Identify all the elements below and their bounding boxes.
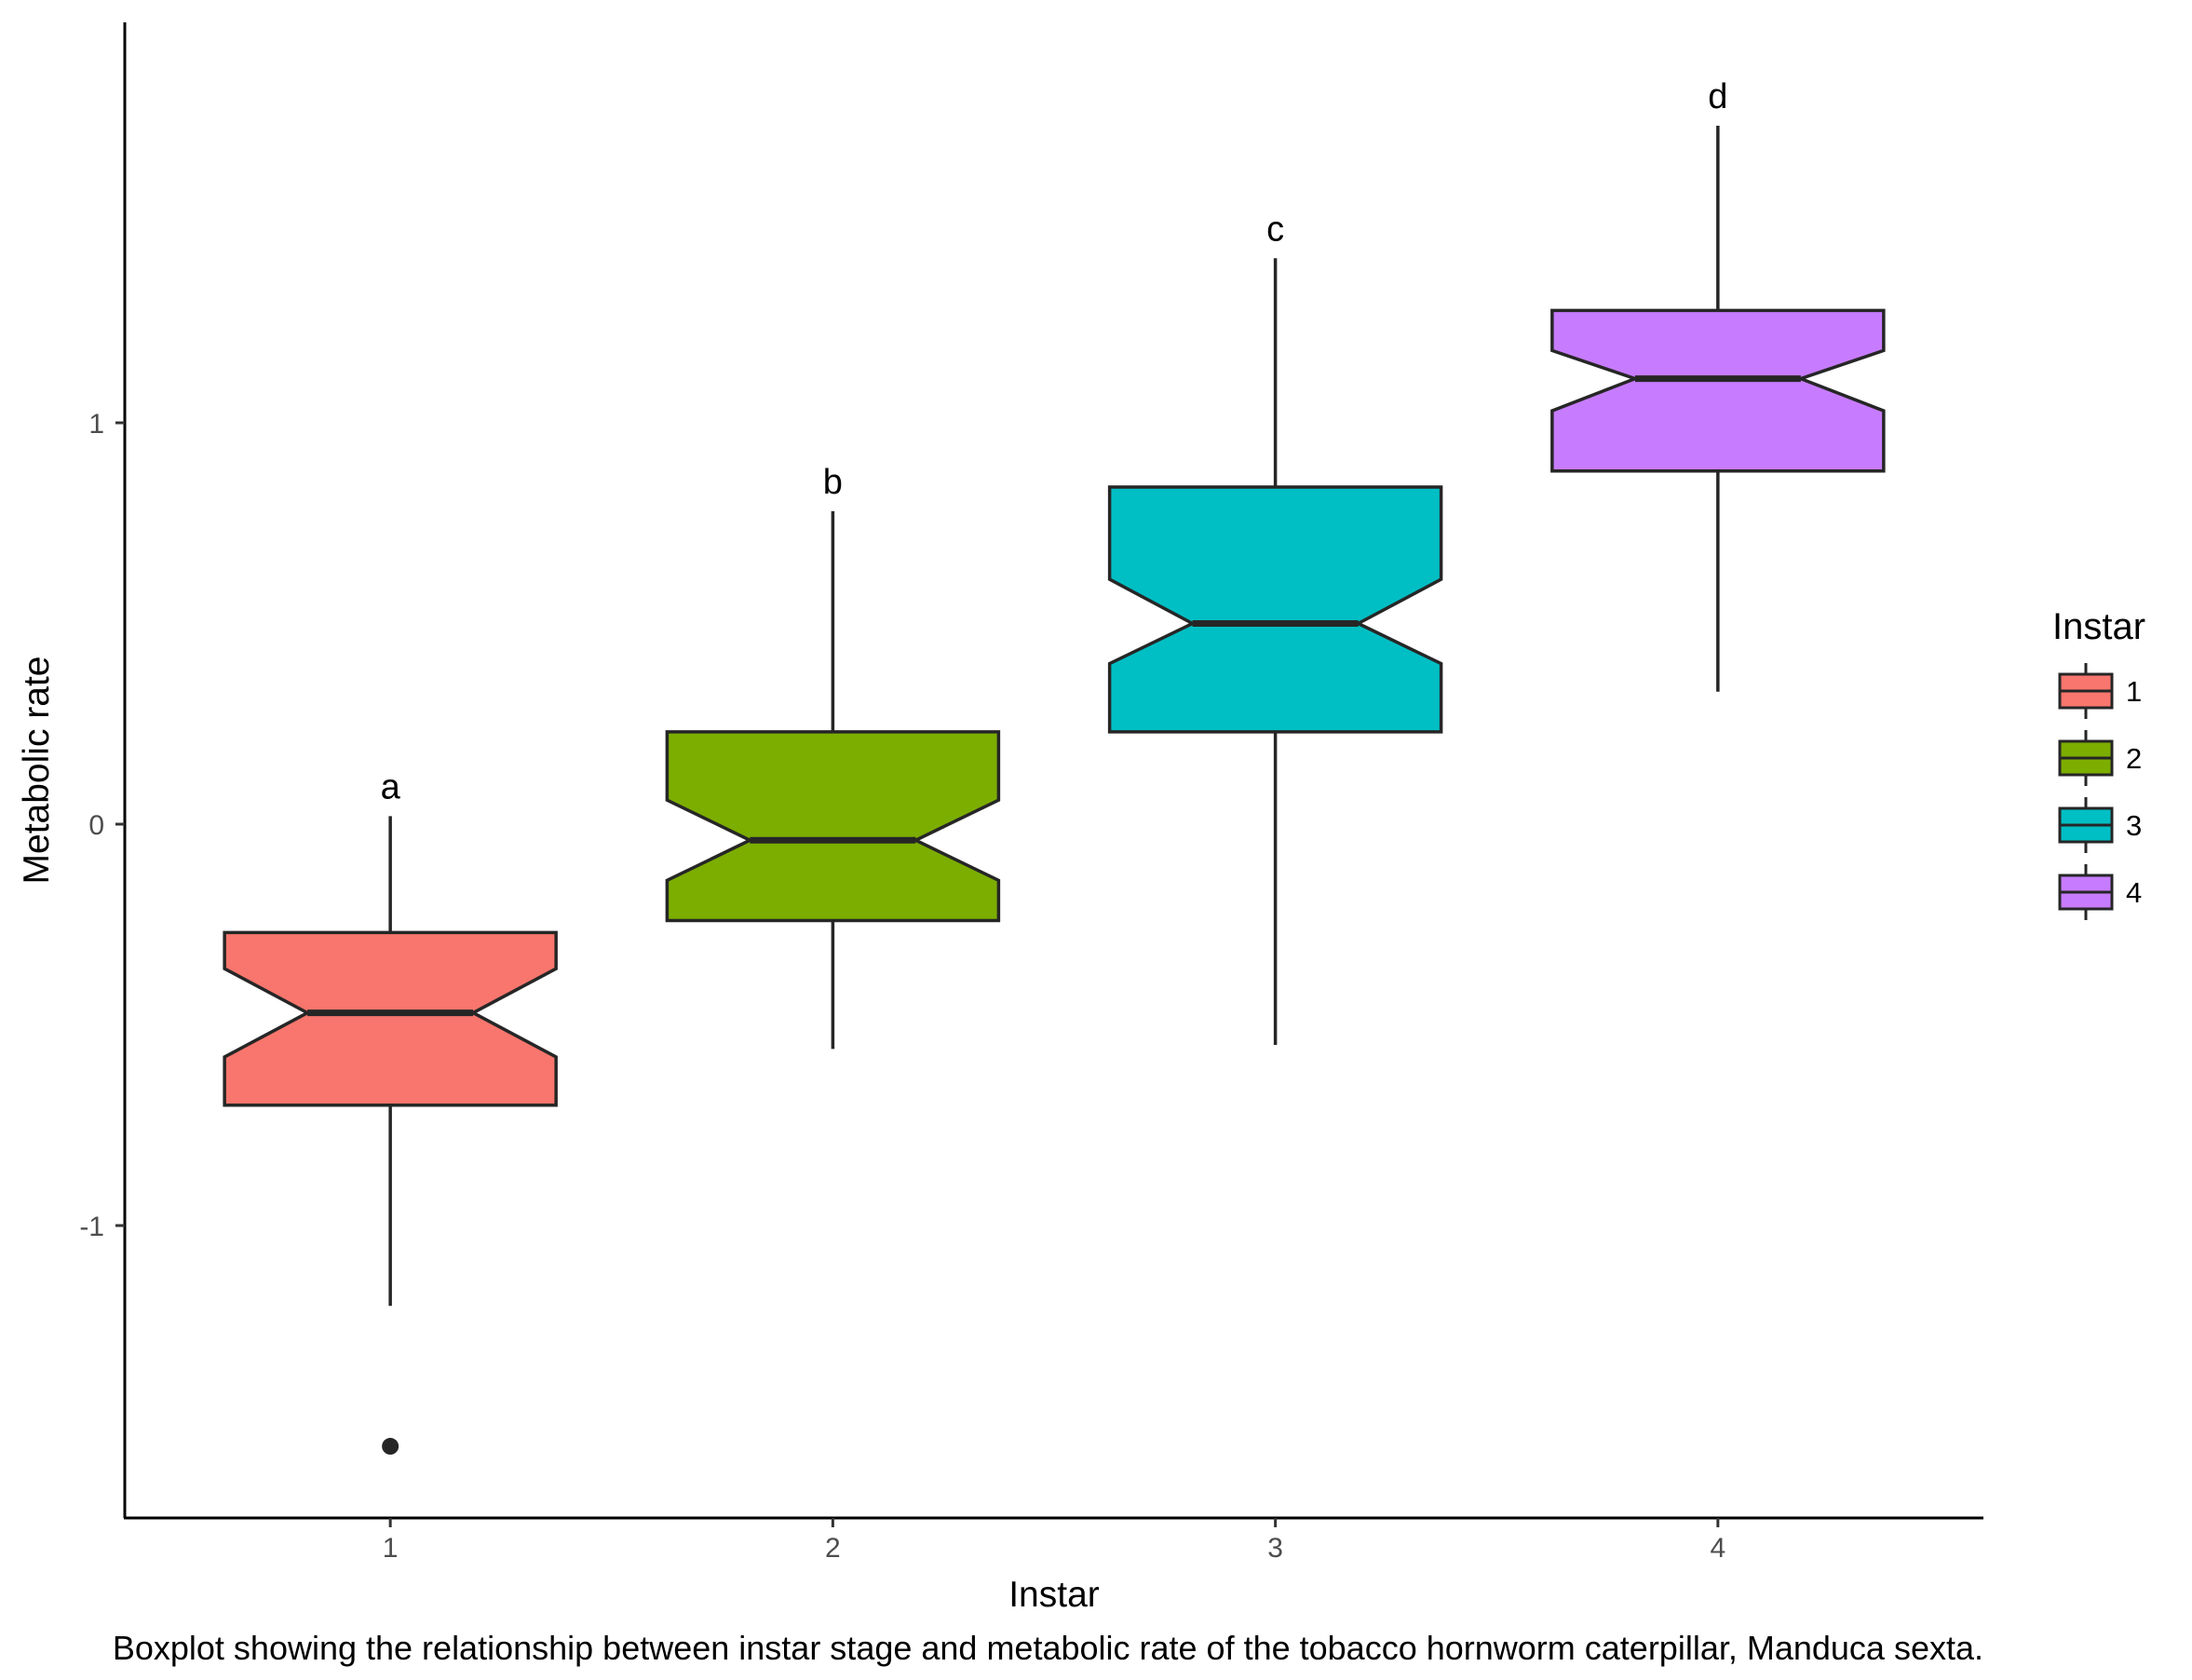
significance-label: a <box>381 767 401 806</box>
significance-label: d <box>1708 77 1727 116</box>
axes: -1 0 1 1 2 3 4 <box>79 22 1983 1564</box>
box-4 <box>1550 308 1886 473</box>
legend-label: 4 <box>2126 876 2142 909</box>
box-2 <box>665 730 1001 923</box>
legend-label: 1 <box>2126 675 2142 708</box>
legend-label: 3 <box>2126 809 2142 842</box>
x-tick-label: 2 <box>825 1533 841 1564</box>
plot-area: a b c d <box>223 77 1886 1456</box>
x-axis-title: Instar <box>1008 1575 1100 1615</box>
legend-label: 2 <box>2126 742 2142 775</box>
legend-title: Instar <box>2052 606 2145 647</box>
y-tick-label: 1 <box>88 409 104 440</box>
y-axis-title: Metabolic rate <box>17 657 57 885</box>
significance-label: c <box>1266 210 1284 249</box>
box-3 <box>1107 485 1443 734</box>
x-tick-label: 4 <box>1711 1533 1726 1564</box>
outlier-point <box>382 1438 399 1456</box>
x-tick-label: 3 <box>1267 1533 1283 1564</box>
significance-label: b <box>823 463 843 502</box>
y-tick-label: 0 <box>88 810 104 841</box>
box-1 <box>223 930 558 1107</box>
figure-caption: Boxplot showing the relationship between… <box>113 1629 1983 1667</box>
legend: Instar 1 2 3 4 <box>2052 606 2145 920</box>
x-tick-label: 1 <box>383 1533 399 1564</box>
y-tick-label: -1 <box>79 1212 104 1242</box>
